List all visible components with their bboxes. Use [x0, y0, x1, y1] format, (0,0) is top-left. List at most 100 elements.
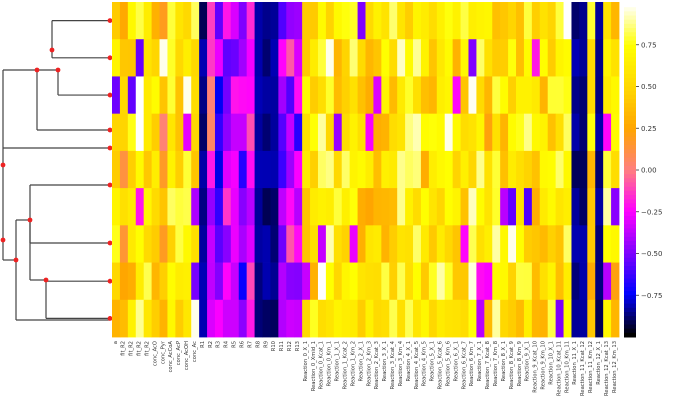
column-label: conc_Pyr — [160, 340, 166, 364]
heatmap-cell — [595, 2, 604, 40]
heatmap-cell — [325, 150, 335, 189]
colorbar-segment — [624, 103, 636, 108]
heatmap-cell — [555, 39, 564, 77]
heatmap-cell — [357, 150, 366, 189]
heatmap-cell — [199, 262, 208, 301]
heatmap-cell — [254, 39, 263, 77]
heatmap-cell — [119, 2, 129, 40]
heatmap-cell — [230, 262, 240, 301]
heatmap-cell — [373, 299, 382, 338]
heatmap-cell — [539, 2, 549, 40]
heatmap-cell — [357, 2, 366, 40]
heatmap-cell — [516, 39, 525, 77]
dendrogram-node — [107, 145, 113, 151]
heatmap-cell — [286, 225, 295, 263]
heatmap-cell — [278, 113, 287, 152]
heatmap-cell — [571, 39, 580, 77]
heatmap-cell — [317, 76, 327, 115]
heatmap-cell — [516, 150, 525, 189]
colorbar-segment — [624, 136, 636, 142]
heatmap-cell — [207, 113, 216, 152]
heatmap-cell — [135, 225, 145, 263]
heatmap-cell — [119, 113, 129, 152]
heatmap-cell — [595, 225, 604, 263]
heatmap-cell — [389, 39, 398, 77]
heatmap-cell — [587, 39, 596, 77]
heatmap-cell — [413, 262, 422, 301]
heatmap-cell — [254, 188, 263, 226]
dendrogram-node — [107, 315, 113, 321]
heatmap-cell — [143, 76, 153, 115]
heatmap-cell — [389, 150, 398, 189]
colorbar-segment — [624, 15, 636, 21]
heatmap-cell — [333, 188, 343, 226]
heatmap-cell — [563, 113, 572, 152]
heatmap-cell — [476, 150, 485, 189]
heatmap-cell — [222, 2, 232, 40]
heatmap-cell — [516, 2, 525, 40]
dendrogram-node — [55, 67, 61, 73]
heatmap-cell — [159, 225, 168, 263]
heatmap-cell — [452, 76, 461, 115]
heatmap-cell — [270, 225, 279, 263]
heatmap-cell — [135, 262, 145, 301]
heatmap-cell — [159, 299, 168, 338]
heatmap-cell — [270, 299, 279, 338]
column-label: Reaction_9_X_1 — [525, 341, 531, 381]
heatmap-cell — [444, 188, 454, 226]
column-label: Reaction_0_Xmid_1 — [311, 341, 317, 391]
heatmap-cell — [523, 262, 533, 301]
column-label: conc_Ac — [192, 341, 198, 362]
heatmap-cell — [571, 76, 580, 115]
heatmap-cell — [476, 299, 485, 338]
heatmap-cell — [278, 299, 287, 338]
heatmap-cell — [214, 299, 224, 338]
colorbar-segment — [624, 249, 636, 254]
heatmap-cell — [405, 299, 414, 338]
heatmap-cell — [175, 150, 184, 189]
heatmap-cell — [222, 76, 232, 115]
heatmap-cell — [547, 2, 557, 40]
heatmap-cell — [444, 225, 454, 263]
colorbar-segment — [624, 170, 636, 175]
heatmap-cell — [428, 150, 438, 189]
column-label: R9 — [263, 341, 269, 348]
heatmap-cell — [112, 2, 121, 40]
heatmap-cell — [373, 2, 382, 40]
heatmap-cell — [579, 113, 588, 152]
colorbar-tick-label: −0.50 — [641, 250, 662, 258]
heatmap-cell — [349, 262, 358, 301]
heatmap-cell — [325, 76, 335, 115]
heatmap-cell — [262, 262, 271, 301]
heatmap-cell — [460, 262, 469, 301]
heatmap-cell — [405, 2, 414, 40]
heatmap-cell — [381, 2, 390, 40]
colorbar-segment — [624, 257, 636, 263]
heatmap-cell — [302, 2, 311, 40]
heatmap-cell — [191, 188, 200, 226]
heatmap-cell — [333, 225, 343, 263]
heatmap-cell — [294, 188, 303, 226]
heatmap-cell — [167, 113, 176, 152]
heatmap-cell — [214, 188, 224, 226]
heatmap-cell — [159, 188, 168, 226]
heatmap-cell — [294, 76, 303, 115]
heatmap-cell — [555, 150, 564, 189]
heatmap-cell — [262, 39, 271, 77]
heatmap-cell — [611, 76, 620, 115]
heatmap-cell — [587, 262, 596, 301]
heatmap-cell — [119, 225, 129, 263]
colorbar-segment — [624, 28, 636, 33]
heatmap-cell — [199, 2, 208, 40]
column-label: Reaction_10_X_1 — [548, 341, 554, 385]
heatmap-cell — [555, 2, 564, 40]
heatmap-cell — [571, 262, 580, 301]
heatmap-cell — [238, 262, 248, 301]
column-label: Reaction_6_X_1 — [453, 341, 459, 381]
column-label: Reaction_1_X_1 — [335, 341, 341, 381]
heatmap-cell — [571, 188, 580, 226]
heatmap-cell — [175, 225, 184, 263]
colorbar-segment — [624, 69, 636, 75]
heatmap-cell — [159, 2, 168, 40]
heatmap-cell — [349, 113, 358, 152]
